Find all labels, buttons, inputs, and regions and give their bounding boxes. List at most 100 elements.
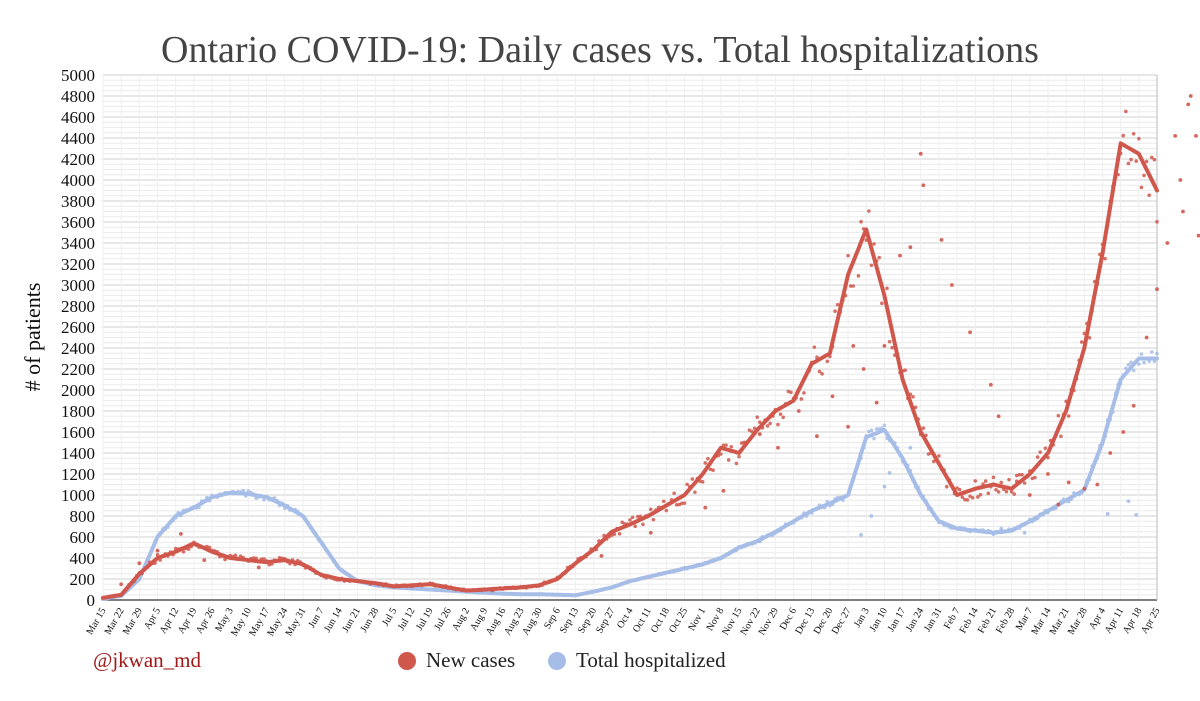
- new-cases-point: [726, 458, 731, 462]
- hospitalized-point: [1155, 351, 1159, 356]
- hospitalized-point: [869, 428, 874, 433]
- new-cases-point: [641, 522, 645, 527]
- y-tick-label: 2200: [61, 360, 95, 379]
- new-cases-point: [1022, 481, 1027, 485]
- new-cases-point: [781, 415, 785, 420]
- new-cases-point: [1124, 109, 1128, 114]
- y-tick-label: 4400: [61, 129, 95, 148]
- axes: [103, 75, 1158, 601]
- new-cases-outlier-point: [202, 558, 207, 562]
- new-cases-point: [719, 452, 723, 456]
- new-cases-outlier-point: [1186, 102, 1191, 107]
- hospitalized-point: [874, 427, 879, 431]
- series-new-cases: [101, 94, 1200, 600]
- y-tick-label: 2600: [61, 318, 95, 337]
- new-cases-outlier-point: [1108, 451, 1113, 455]
- y-tick-label: 2400: [61, 339, 95, 358]
- new-cases-outlier-point: [1027, 493, 1032, 497]
- new-cases-outlier-point: [776, 445, 780, 450]
- new-cases-point: [1012, 492, 1017, 496]
- new-cases-point: [820, 372, 824, 376]
- hospitalized-outlier-point: [882, 484, 887, 489]
- hospitalized-point: [1129, 360, 1133, 365]
- new-cases-point: [1134, 159, 1139, 163]
- new-cases-point: [1129, 157, 1133, 162]
- new-cases-point: [724, 443, 728, 447]
- new-cases-outlier-point: [846, 424, 850, 429]
- new-cases-point: [833, 309, 837, 313]
- new-cases-point: [680, 501, 684, 506]
- new-cases-point: [628, 518, 632, 522]
- new-cases-outlier-point: [1082, 486, 1087, 491]
- new-cases-outlier-point: [703, 505, 708, 510]
- new-cases-point: [869, 263, 874, 268]
- x-tick-label: Jul 19: [414, 606, 436, 632]
- new-cases-outlier-point: [757, 432, 762, 436]
- new-cases-point: [903, 368, 907, 373]
- new-cases-outlier-point: [1066, 480, 1071, 485]
- new-cases-point: [859, 219, 863, 224]
- y-tick-label: 4000: [61, 171, 95, 190]
- new-cases-point: [851, 284, 856, 288]
- hospitalized-outlier-point: [1022, 530, 1027, 535]
- new-cases-point: [887, 339, 892, 344]
- new-cases-point: [1147, 193, 1152, 197]
- new-cases-point: [968, 494, 972, 499]
- hospitalized-point: [1126, 362, 1131, 367]
- y-tick-label: 3800: [61, 192, 95, 211]
- x-tick-label: Sep 27: [594, 606, 617, 635]
- author-credit: @jkwan_md: [93, 648, 201, 672]
- new-cases-point: [1152, 157, 1157, 162]
- y-tick-label: 2000: [61, 381, 95, 400]
- new-cases-point: [690, 477, 695, 481]
- new-cases-point: [1144, 159, 1149, 164]
- new-cases-point: [877, 255, 882, 260]
- new-cases-outlier-point: [119, 582, 124, 587]
- x-tick-label: Jun 28: [358, 606, 381, 634]
- new-cases-point: [944, 484, 949, 489]
- new-cases-outlier-point: [599, 554, 604, 558]
- new-cases-point: [1087, 336, 1092, 340]
- new-cases-point: [778, 412, 783, 416]
- new-cases-outlier-point: [648, 530, 653, 535]
- new-cases-outlier-point: [1194, 134, 1198, 138]
- new-cases-point: [661, 499, 666, 504]
- new-cases-outlier-point: [939, 237, 944, 242]
- new-cases-point: [693, 490, 697, 495]
- hospitalized-point: [882, 423, 887, 428]
- hospitalized-outlier-point: [1105, 512, 1110, 516]
- new-cases-point: [880, 301, 884, 306]
- hospitalized-trend-line: [101, 356, 1159, 601]
- new-cases-outlier-point: [921, 183, 926, 188]
- new-cases-point: [703, 461, 708, 465]
- new-cases-outlier-point: [1095, 482, 1100, 487]
- new-cases-point: [1033, 475, 1037, 480]
- new-cases-outlier-point: [256, 565, 261, 570]
- new-cases-outlier-point: [1121, 430, 1126, 434]
- new-cases-point: [755, 415, 760, 419]
- new-cases-outlier-point: [815, 434, 819, 439]
- hospitalized-point: [1150, 350, 1154, 354]
- new-cases-outlier-point: [861, 367, 866, 371]
- new-cases-point: [999, 480, 1004, 485]
- new-cases-outlier-point: [137, 561, 142, 566]
- new-cases-point: [620, 520, 625, 525]
- new-cases-point: [223, 557, 227, 562]
- new-cases-point: [1007, 477, 1011, 482]
- new-cases-point: [1131, 131, 1136, 136]
- new-cases-outlier-point: [950, 283, 954, 287]
- hospitalized-outlier-point: [869, 514, 874, 518]
- new-cases-point: [1059, 434, 1063, 439]
- new-cases-point: [1056, 413, 1061, 418]
- new-cases-point: [825, 359, 830, 364]
- new-cases-outlier-point: [1178, 178, 1183, 182]
- new-cases-point: [986, 491, 991, 496]
- y-tick-label: 3400: [61, 234, 95, 253]
- new-cases-point: [1017, 472, 1022, 477]
- new-cases-point: [651, 517, 656, 522]
- legend-marker-new-cases: [398, 651, 416, 670]
- hospitalized-outlier-point: [859, 533, 863, 537]
- new-cases-point: [1137, 136, 1141, 141]
- new-cases-point: [973, 479, 978, 483]
